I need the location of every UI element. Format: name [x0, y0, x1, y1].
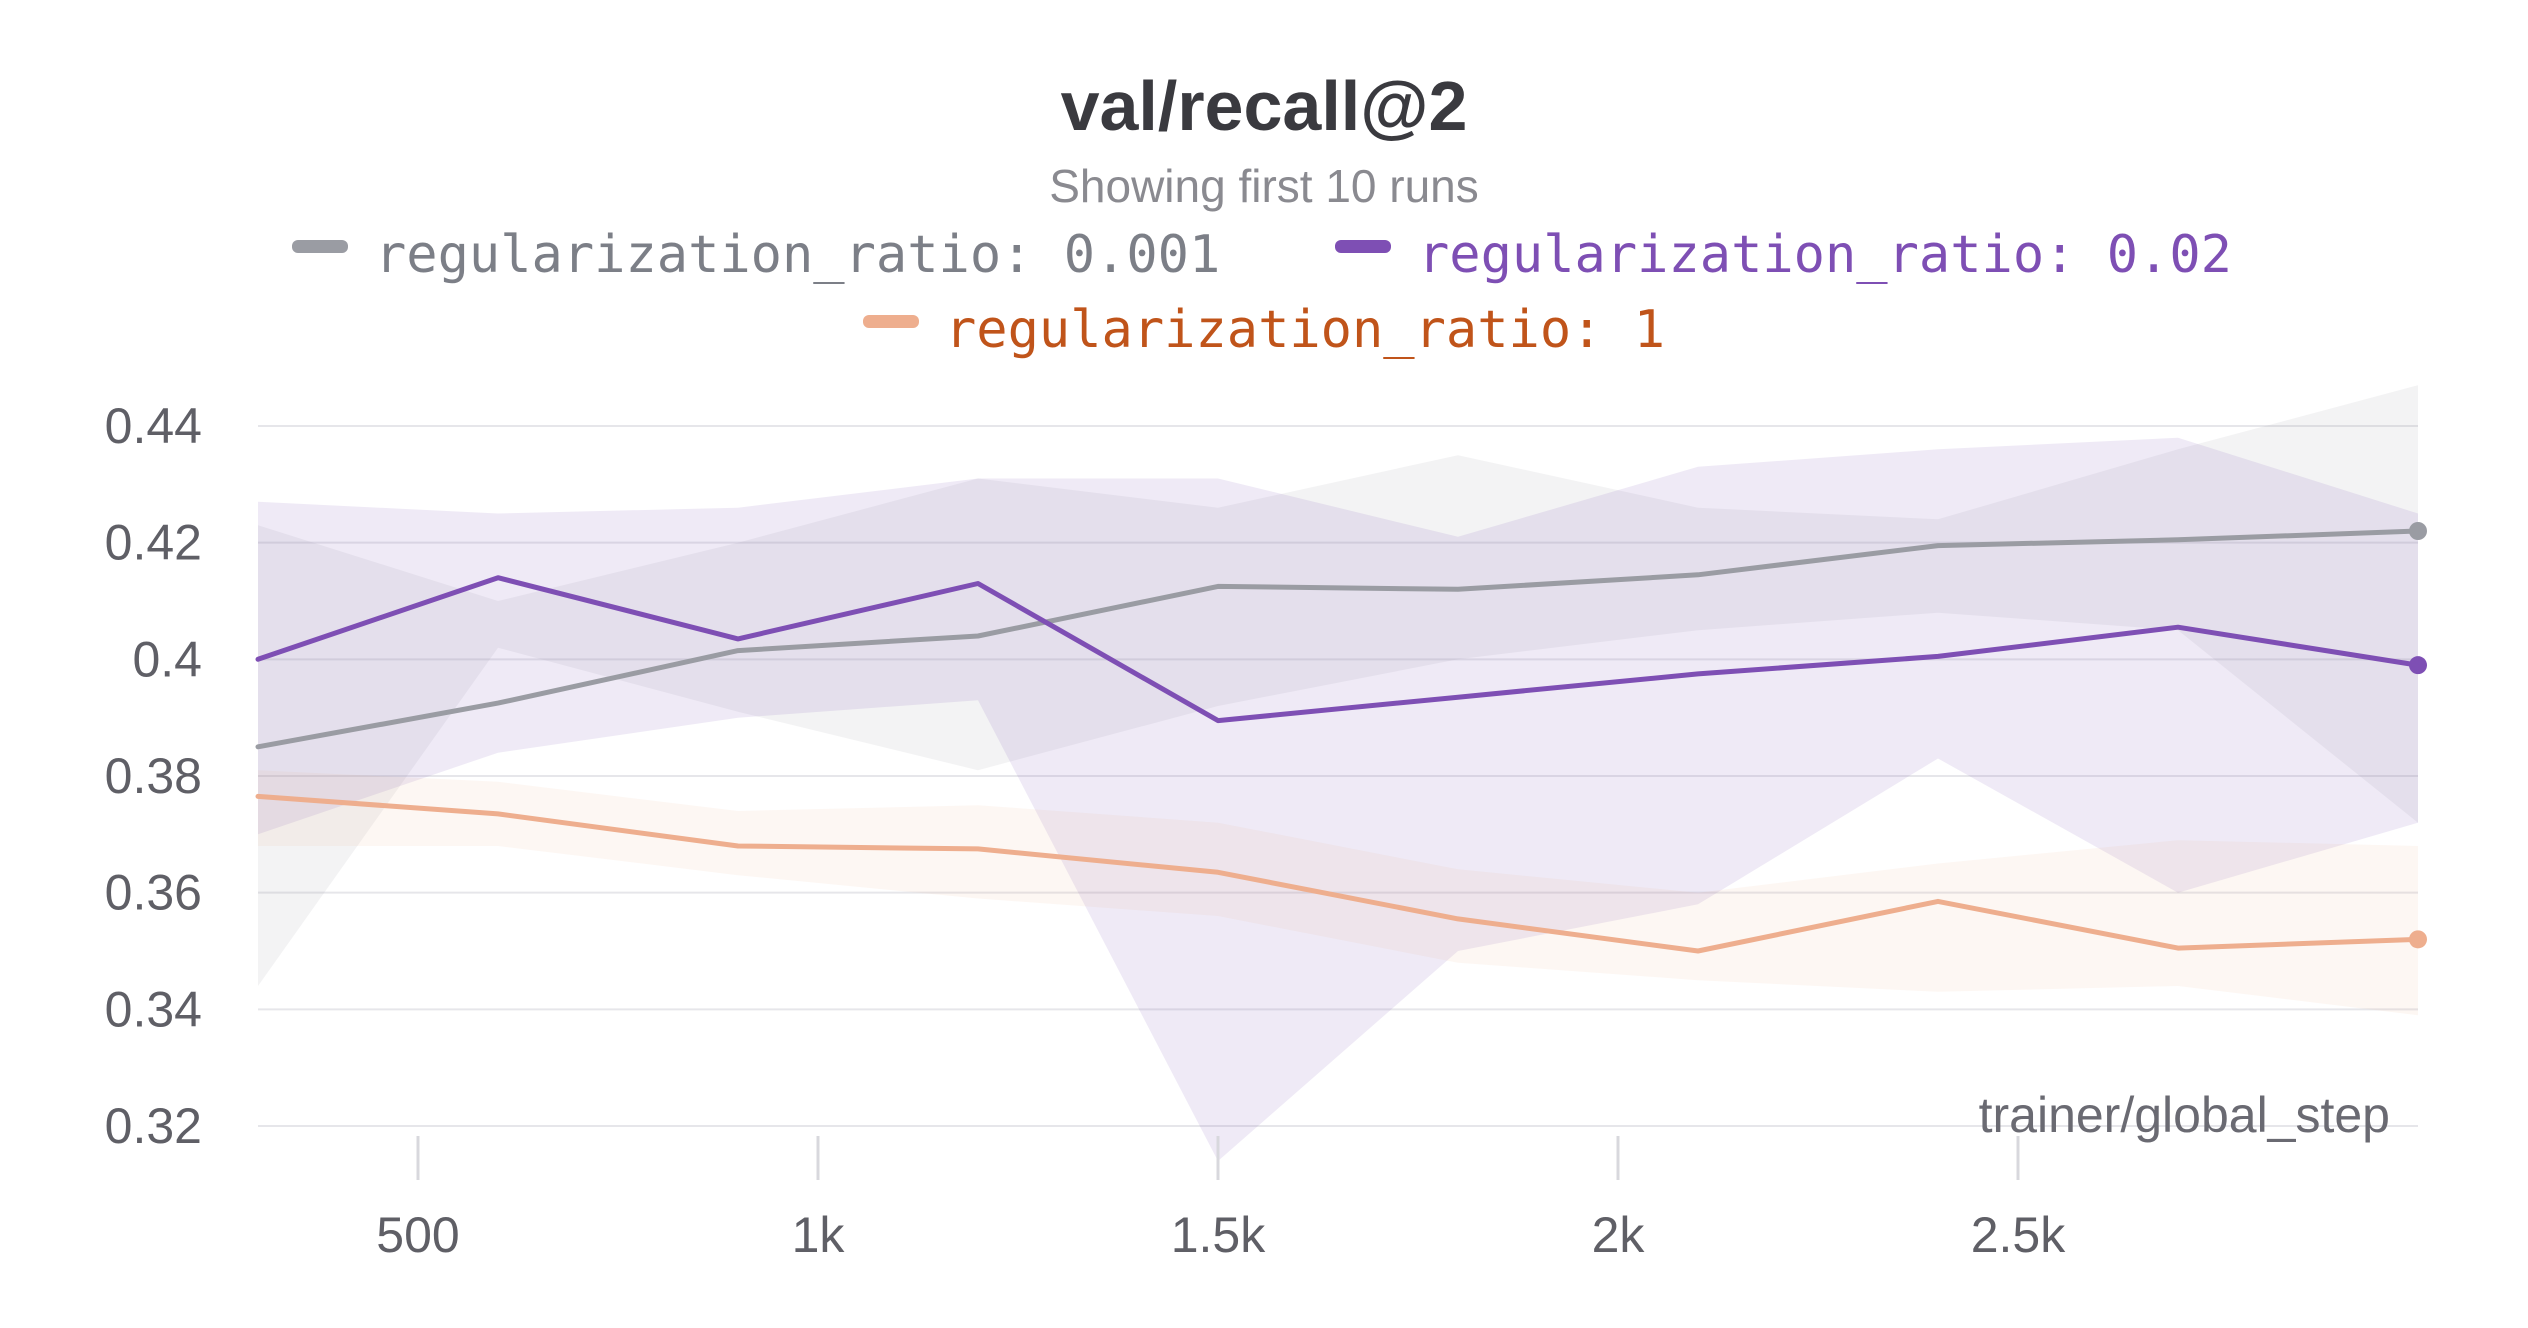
line-series-0[interactable] — [255, 528, 2421, 750]
y-axis-ticks: 0.32 0.34 0.36 0.38 0.4 0.42 0.44 — [105, 398, 202, 1154]
series-lines — [255, 528, 2421, 954]
legend-item-1[interactable]: regularization_ratio: 0.02 — [1335, 225, 2232, 285]
line-series-1[interactable] — [255, 575, 2421, 724]
x-axis-ticks: 500 1k 1.5k 2k 2.5k — [376, 1136, 2066, 1263]
line-series-2[interactable] — [255, 793, 2421, 954]
y-tick-label: 0.44 — [105, 398, 202, 454]
x-tick-label: 2k — [1592, 1207, 1646, 1263]
endpoint-series-1[interactable] — [2409, 656, 2427, 675]
y-tick-label: 0.4 — [132, 631, 202, 687]
y-tick-label: 0.38 — [105, 748, 202, 804]
legend-label-1: regularization_ratio: 0.02 — [1418, 225, 2232, 285]
legend[interactable]: regularization_ratio: 0.001 regularizati… — [292, 225, 2232, 360]
band-series-1 — [258, 437, 2418, 1161]
legend-label-0: regularization_ratio: 0.001 — [375, 225, 1220, 285]
legend-label-2: regularization_ratio: 1 — [945, 300, 1665, 360]
endpoint-series-0[interactable] — [2409, 522, 2427, 540]
y-tick-label: 0.32 — [105, 1098, 202, 1154]
legend-swatch-0 — [292, 240, 348, 253]
legend-item-2[interactable]: regularization_ratio: 1 — [863, 300, 1665, 360]
chart-subtitle: Showing first 10 runs — [1049, 160, 1479, 212]
band-series-0 — [258, 385, 2418, 986]
y-tick-label: 0.36 — [105, 865, 202, 921]
legend-swatch-1 — [1335, 240, 1391, 253]
band-series-2 — [258, 770, 2418, 1016]
legend-item-0[interactable]: regularization_ratio: 0.001 — [292, 225, 1220, 285]
x-axis-label: trainer/global_step — [1979, 1087, 2390, 1143]
x-tick-label: 500 — [376, 1207, 459, 1263]
y-gridlines — [258, 425, 2418, 1127]
series-endpoints — [2409, 522, 2427, 949]
confidence-bands — [258, 385, 2418, 1161]
x-tick-label: 1.5k — [1171, 1207, 1267, 1263]
legend-swatch-2 — [863, 315, 919, 328]
y-tick-label: 0.42 — [105, 515, 202, 571]
x-tick-label: 2.5k — [1971, 1207, 2067, 1263]
y-tick-label: 0.34 — [105, 981, 202, 1037]
endpoint-series-2[interactable] — [2409, 930, 2427, 949]
x-tick-label: 1k — [792, 1207, 846, 1263]
chart-title: val/recall@2 — [1061, 67, 1468, 145]
